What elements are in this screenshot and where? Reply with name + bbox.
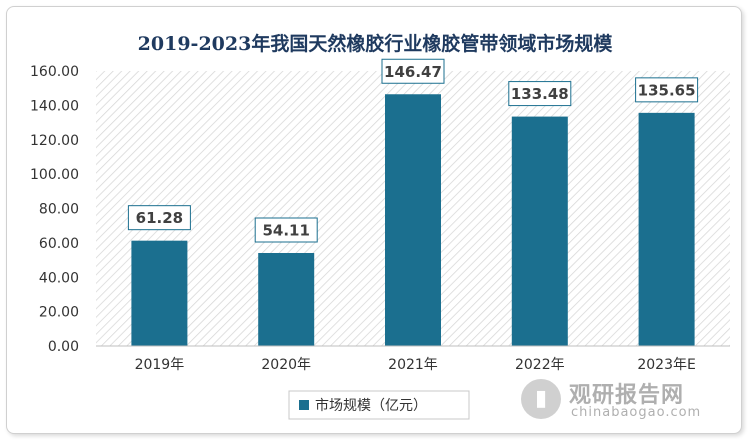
data-label: 133.48	[511, 85, 569, 103]
legend-swatch	[299, 400, 309, 410]
chart-frame: 2019-2023年我国天然橡胶行业橡胶管带领域市场规模 0.00 20.00 40…	[6, 6, 742, 434]
bar-chart: 0.00 20.00 40.00 60.00 80.00 100.00 120.00 140.…	[30, 58, 730, 420]
bar	[258, 252, 315, 346]
y-tick-label: 0.00	[48, 339, 79, 355]
y-tick-label: 160.00	[30, 64, 79, 80]
y-tick-label: 120.00	[30, 133, 79, 149]
data-label-box	[381, 58, 445, 84]
watermark: ▮ 观研报告网 chinabaogao.com	[521, 373, 707, 425]
watermark-name: 观研报告网	[569, 383, 685, 408]
legend-box	[288, 390, 470, 420]
y-tick-label: 140.00	[30, 98, 79, 114]
legend: 市场规模（亿元）	[288, 390, 470, 420]
bar	[511, 116, 568, 346]
legend-label: 市场规模（亿元）	[315, 397, 427, 414]
x-tick-label: 2019年	[135, 357, 185, 373]
x-tick-label: 2022年	[515, 357, 565, 373]
data-label-box	[254, 217, 318, 243]
bar-chart-logo-icon: ▮	[521, 379, 561, 419]
data-label: 135.65	[638, 81, 696, 99]
y-tick-label: 40.00	[39, 270, 79, 286]
watermark-url: chinabaogao.com	[571, 405, 702, 420]
chart-title: 2019-2023年我国天然橡胶行业橡胶管带领域市场规模	[137, 33, 613, 55]
y-tick-label: 20.00	[39, 305, 79, 321]
data-label-box	[508, 81, 572, 107]
x-tick-label: 2021年	[388, 357, 438, 373]
data-label: 146.47	[384, 63, 442, 81]
data-label: 61.28	[136, 209, 183, 227]
bar	[638, 112, 695, 346]
y-tick-label: 100.00	[30, 167, 79, 183]
data-label-box	[127, 205, 191, 231]
data-label-box	[635, 77, 699, 103]
y-tick-label: 60.00	[39, 236, 79, 252]
y-tick-label: 80.00	[39, 202, 79, 218]
x-tick-label: 2023年E	[637, 357, 695, 373]
x-tick-label: 2020年	[261, 357, 311, 373]
data-label: 54.11	[262, 221, 309, 239]
bar	[131, 240, 188, 346]
bar	[385, 94, 441, 346]
